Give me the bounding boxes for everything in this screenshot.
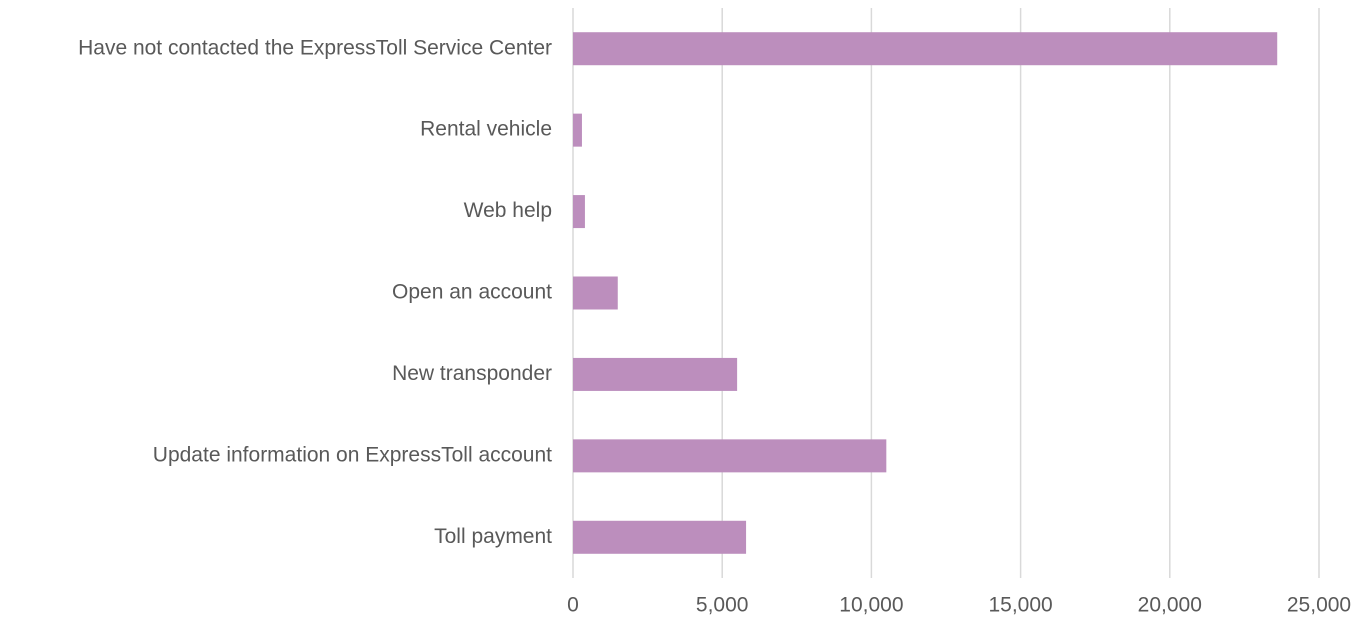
x-tick-label: 5,000 xyxy=(696,594,749,617)
y-tick-label: Open an account xyxy=(392,281,552,304)
bar xyxy=(573,439,887,473)
x-tick-label: 15,000 xyxy=(988,594,1052,617)
bar xyxy=(573,276,618,310)
y-tick-label: Have not contacted the ExpressToll Servi… xyxy=(78,36,552,59)
x-tick-label: 10,000 xyxy=(839,594,903,617)
y-tick-label: New transponder xyxy=(392,362,552,385)
y-tick-label: Rental vehicle xyxy=(420,118,552,141)
bar xyxy=(573,113,582,147)
bar xyxy=(573,520,747,554)
y-tick-label: Toll payment xyxy=(434,525,552,548)
x-tick-label: 20,000 xyxy=(1138,594,1202,617)
bar xyxy=(573,32,1278,66)
bar xyxy=(573,357,738,391)
y-tick-label: Web help xyxy=(464,199,552,222)
y-tick-label: Update information on ExpressToll accoun… xyxy=(153,443,552,466)
x-tick-label: 25,000 xyxy=(1287,594,1351,617)
x-tick-label: 0 xyxy=(567,594,579,617)
bar xyxy=(573,195,585,229)
